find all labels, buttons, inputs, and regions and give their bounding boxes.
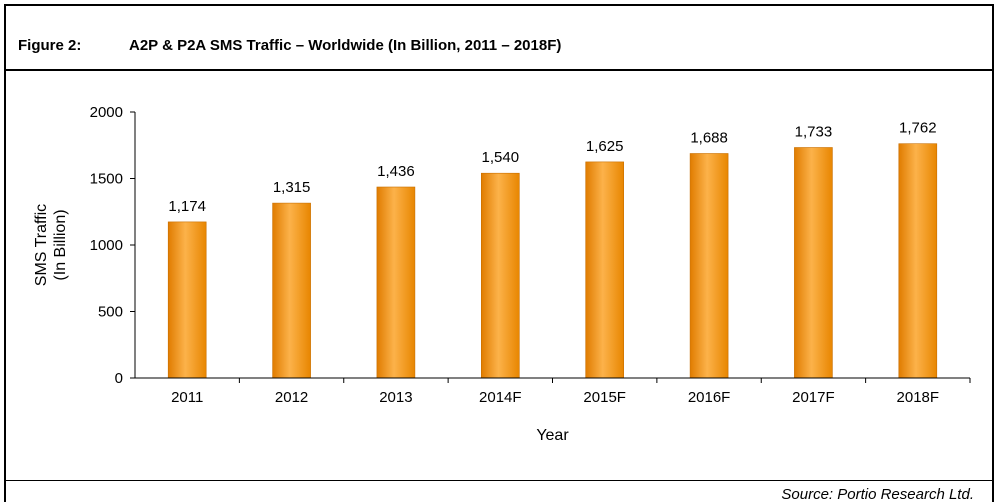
value-label-2013: 1,436 (377, 163, 415, 180)
figure-number: Figure 2: (18, 37, 82, 54)
y-axis-title-line-2: (In Billion) (52, 209, 69, 280)
x-tick-label-2012: 2012 (275, 389, 308, 406)
y-tick-label-1000: 1000 (90, 237, 123, 254)
value-label-2014f: 1,540 (482, 149, 520, 166)
value-label-2017f: 1,733 (795, 124, 833, 141)
x-tick-label-2014f: 2014F (479, 389, 522, 406)
x-tick-label-2013: 2013 (379, 389, 412, 406)
figure-title: A2P & P2A SMS Traffic – Worldwide (In Bi… (129, 37, 562, 54)
figure-frame: Figure 2: A2P & P2A SMS Traffic – Worldw… (4, 4, 994, 504)
y-tick-label-0: 0 (115, 370, 123, 387)
value-label-2011: 1,174 (168, 198, 206, 215)
y-tick-label-2000: 2000 (90, 104, 123, 121)
x-tick-label-2017f: 2017F (792, 389, 835, 406)
x-tick-label-2011: 2011 (171, 389, 203, 406)
labels-layer: 1,174 2011 1,315 2012 1,436 2013 1,540 2014F 1,6… (33, 104, 939, 444)
bar-2017f (794, 147, 833, 379)
x-axis-title: Year (536, 427, 569, 444)
y-axis-title-line-1: SMS Traffic (33, 204, 50, 286)
axes-layer (130, 111, 971, 383)
value-label-2015f: 1,625 (586, 138, 624, 155)
bar-2015f (585, 161, 625, 379)
value-label-2016f: 1,688 (690, 130, 728, 147)
y-tick-label-500: 500 (98, 304, 123, 321)
bars-layer (167, 143, 938, 379)
bar-2011 (167, 221, 207, 379)
source-note: Source: Portio Research Ltd. (781, 486, 974, 503)
bar-2016f (689, 153, 729, 379)
value-label-2012: 1,315 (273, 179, 311, 196)
bar-2014f (480, 172, 520, 379)
y-tick-label-1500: 1500 (90, 171, 123, 188)
bar-2012 (272, 202, 311, 379)
source-bar: Source: Portio Research Ltd. (6, 480, 992, 504)
figure-title-bar: Figure 2: A2P & P2A SMS Traffic – Worldw… (6, 6, 992, 71)
bar-2013 (376, 186, 416, 379)
x-tick-label-2016f: 2016F (688, 389, 731, 406)
value-label-2018f: 1,762 (899, 120, 937, 137)
bar-2018f (898, 143, 938, 379)
x-tick-label-2018f: 2018F (897, 389, 940, 406)
x-tick-label-2015f: 2015F (583, 389, 626, 406)
